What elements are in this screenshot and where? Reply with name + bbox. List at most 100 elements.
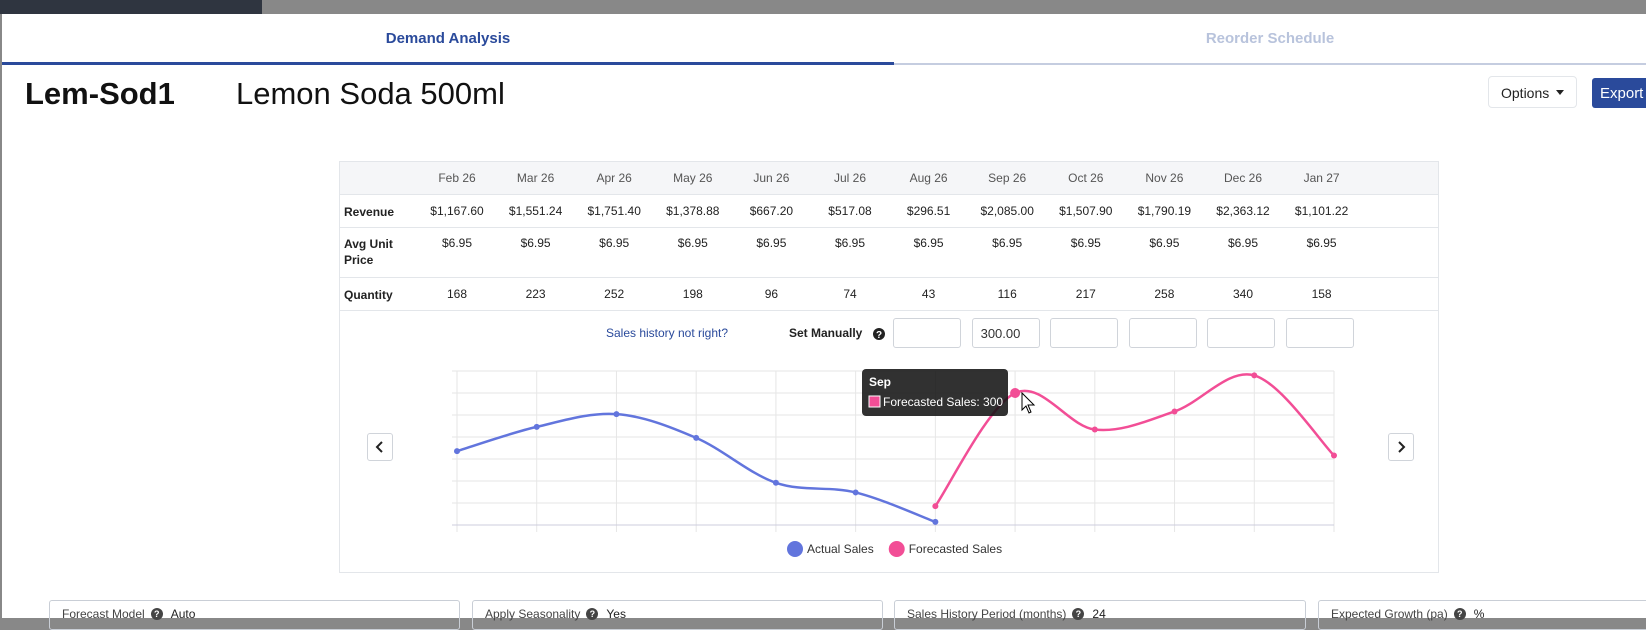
svg-text:?: ? [876,330,882,341]
table-cell: 223 [525,286,546,301]
column-header: Oct 26 [1068,171,1104,185]
table-header [340,162,1438,194]
table-cell: $6.95 [1306,236,1337,250]
table-cell: $517.08 [828,203,872,218]
table-cell: $6.95 [599,236,630,250]
data-point [454,448,460,455]
table-cell: 43 [921,286,936,301]
column-header: Jul 26 [833,171,867,185]
data-point [1010,388,1021,398]
data-point [1091,426,1098,433]
row-label: Avg Unit Price [344,237,393,267]
table-cell: $6.95 [520,236,551,250]
data-point [1171,408,1178,415]
field-label: Sales History Period (months) [907,607,1067,621]
table-cell: $1,551.24 [508,203,563,218]
table-card [339,161,1439,573]
tooltip-swatch [868,395,881,408]
history-link[interactable]: Sales history not right? [605,326,729,340]
manual-input[interactable] [1128,318,1197,348]
cursor [1021,391,1036,414]
column-header: Dec 26 [1223,171,1263,185]
manual-input[interactable] [893,318,961,348]
table-cell: $6.95 [1227,236,1259,250]
table-cell: 198 [682,286,703,301]
legend-swatch [787,541,803,557]
table-cell: 168 [446,286,468,301]
table-cell: $6.95 [756,236,787,250]
manual-input[interactable] [1050,318,1119,348]
row-divider [340,277,1438,278]
table-cell: $1,751.40 [587,203,641,218]
field-value: 24 [1092,607,1106,621]
column-header: Nov 26 [1145,171,1184,185]
data-point [533,423,540,430]
next-button[interactable] [1388,433,1414,461]
table-cell: 252 [604,286,625,301]
data-point [693,434,700,441]
help-icon: ? [1072,608,1085,620]
column-header: Jun 26 [753,171,790,185]
column-header: Aug 26 [909,171,948,185]
export-button[interactable]: Export [1592,78,1646,108]
form-field[interactable]: Sales History Period (months)? 24 [894,600,1306,630]
form-field[interactable]: Expected Growth (pa)?% [1318,600,1646,630]
row-divider [340,310,1438,311]
tab-underline [894,63,1646,65]
column-header: Mar 26 [516,171,555,185]
product-name: Lemon Soda 500ml [236,76,505,111]
tab-underline [2,62,894,65]
data-point [1331,452,1337,459]
field-label: Expected Growth (pa) [1331,607,1448,621]
help-icon: ? [150,608,163,620]
data-point [772,479,779,486]
table-cell: 116 [997,286,1017,301]
tooltip-box [862,369,1008,416]
form-field[interactable]: Apply Seasonality? Yes [472,600,883,630]
table-cell: $6.95 [677,236,708,250]
table-cell: $1,507.90 [1059,203,1113,218]
table-cell: $667.20 [749,203,794,218]
legend-label: Forecasted Sales [909,542,1002,556]
options-button[interactable]: Options [1488,76,1577,108]
table-cell: $2,363.12 [1216,203,1270,218]
data-point [932,503,939,510]
product-code: Lem-Sod1 [25,76,175,111]
field-value: Auto [170,607,196,621]
table-cell: 158 [1311,286,1332,301]
data-point [613,411,620,418]
field-value: Yes [606,607,626,621]
table-cell: $6.95 [441,236,473,250]
app-bar [0,0,262,14]
tooltip-title: Sep [869,375,891,389]
row-label: Quantity [344,287,393,302]
manual-input[interactable] [1286,318,1354,348]
table-cell: 258 [1154,286,1175,301]
manual-input[interactable] [1207,318,1276,348]
table-cell: $1,167.60 [430,203,484,218]
table-cell: $6.95 [834,236,866,250]
column-header: Jan 27 [1303,171,1340,185]
field-value: % [1473,607,1485,621]
table-cell: $2,085.00 [980,203,1034,218]
export-label: Export [1600,85,1644,102]
table-cell: $296.51 [906,203,951,218]
tab-active[interactable]: Demand Analysis [385,30,511,47]
chevron-right [1398,441,1406,453]
help-icon: ? [1453,608,1466,620]
row-divider [340,227,1438,228]
table-cell: $6.95 [1070,236,1101,250]
column-header: Feb 26 [438,171,476,185]
tooltip: Sep Forecasted Sales: 300 [862,369,1008,416]
table-cell: $6.95 [992,236,1023,250]
set-manually-label: Set Manually [789,326,863,340]
form-field[interactable]: Forecast Model? Auto [49,600,460,630]
prev-button[interactable] [367,433,393,461]
options-label: Options [1501,85,1550,101]
row-label: Revenue [344,204,395,219]
data-point [852,489,859,496]
manual-input[interactable]: 300.00 [971,318,1040,348]
tab[interactable]: Reorder Schedule [1205,30,1335,47]
